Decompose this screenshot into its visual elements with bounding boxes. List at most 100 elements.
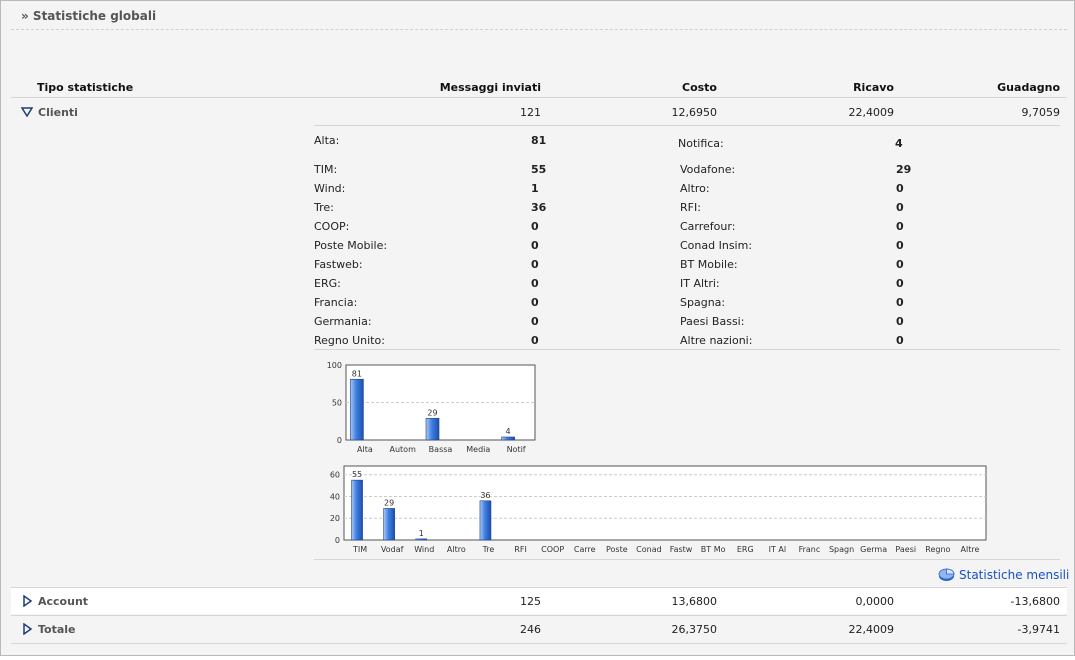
x-tick-label: Bassa [429, 445, 453, 454]
collapse-triangle-icon[interactable] [21, 106, 33, 118]
bar-notif [501, 436, 515, 441]
priority-label-alta: Alta: [314, 134, 340, 147]
row-label[interactable]: Account [38, 595, 89, 608]
op-value: 0 [896, 258, 904, 271]
header-messaggi: Messaggi inviati [439, 81, 541, 94]
bar-tim [351, 479, 363, 541]
table-row-totale[interactable]: Totale 246 26,3750 22,4009 -3,9741 [11, 616, 1067, 642]
op-label: Germania: [314, 315, 372, 328]
header-ricavo: Ricavo [853, 81, 894, 94]
op-label: Altre nazioni: [680, 334, 753, 347]
y-tick-label: 20 [330, 514, 340, 523]
plot-area [343, 465, 987, 541]
bar-vodaf [383, 508, 395, 541]
x-tick-label: Tre [482, 545, 495, 554]
x-tick-label: ERG [737, 545, 754, 554]
x-tick-label: Alta [357, 445, 373, 454]
op-value: 0 [531, 239, 539, 252]
operators-bar-chart: 0 20 40 60 55 TIM 29 Vodaf 1 Wind Altro 36 Tre RFI COO… [330, 465, 987, 554]
y-tick-label: 50 [332, 399, 342, 408]
op-label: Conad Insim: [680, 239, 753, 252]
x-tick-label: Notif [507, 445, 526, 454]
op-label: TIM: [314, 163, 338, 176]
x-tick-label: Altro [447, 545, 466, 554]
op-label: Altro: [680, 182, 710, 195]
bar-wind [415, 538, 428, 541]
row-costo: 12,6950 [671, 106, 718, 119]
data-label: 29 [427, 408, 437, 417]
monthly-stats-label[interactable]: Statistiche mensili [959, 567, 1070, 582]
row-messaggi: 246 [520, 623, 541, 636]
op-value: 0 [531, 315, 539, 328]
x-tick-label: TIM [352, 545, 367, 554]
x-tick-label: Germa [860, 545, 887, 554]
priority-bar-chart: 0 50 100 81 Alta Autom 29 Bassa Media 4 Notif [327, 361, 536, 454]
op-value: 0 [531, 220, 539, 233]
detail-divider [314, 349, 1060, 350]
header-costo: Costo [682, 81, 717, 94]
x-tick-label: Paesi [895, 545, 916, 554]
row-ricavo: 0,0000 [855, 595, 895, 608]
row-costo: 13,6800 [671, 595, 718, 608]
x-tick-label: Carre [574, 545, 596, 554]
op-value: 0 [531, 296, 539, 309]
op-value: 0 [531, 258, 539, 271]
y-tick-label: 40 [330, 492, 340, 501]
header-tipo: Tipo statistiche [37, 81, 134, 94]
op-label: Regno Unito: [314, 334, 385, 347]
op-label: ERG: [314, 277, 341, 290]
x-tick-label: IT Al [769, 545, 786, 554]
op-value: 0 [531, 334, 539, 347]
x-tick-label: Wind [414, 545, 434, 554]
op-label: Spagna: [680, 296, 726, 309]
data-label: 36 [480, 491, 490, 500]
op-value: 1 [531, 182, 539, 195]
data-label: 1 [419, 529, 424, 538]
op-label: Wind: [314, 182, 346, 195]
row-messaggi: 125 [520, 595, 541, 608]
x-tick-label: RFI [514, 545, 527, 554]
x-tick-label: Regno [925, 545, 950, 554]
table-row-clienti[interactable]: Clienti 121 12,6950 22,4009 9,7059 [11, 99, 1067, 125]
monthly-stats-link[interactable]: Statistiche mensili [938, 567, 1069, 582]
row-ricavo: 22,4009 [848, 623, 895, 636]
row-guadagno: -13,6800 [1010, 595, 1060, 608]
x-tick-label: COOP [541, 545, 564, 554]
op-label: RFI: [680, 201, 701, 214]
y-tick-label: 0 [337, 436, 342, 445]
op-label: Tre: [314, 201, 334, 214]
op-value: 0 [896, 220, 904, 233]
row-divider [11, 615, 1067, 616]
row-label[interactable]: Totale [38, 623, 76, 636]
op-label: Poste Mobile: [314, 239, 388, 252]
op-value: 0 [896, 277, 904, 290]
header-guadagno: Guadagno [997, 81, 1060, 94]
bar-alta [350, 378, 364, 441]
table-row-account[interactable]: Account 125 13,6800 0,0000 -13,6800 [11, 588, 1067, 614]
data-label: 81 [352, 369, 362, 378]
detail-divider [314, 559, 1060, 560]
x-tick-label: Autom [390, 445, 417, 454]
pie-chart-icon [938, 568, 955, 581]
x-tick-label: Fastw [670, 545, 693, 554]
row-label[interactable]: Clienti [38, 106, 78, 119]
page-title: » Statistiche globali [21, 9, 157, 23]
expand-triangle-icon[interactable] [21, 595, 33, 607]
op-value: 0 [896, 334, 904, 347]
y-tick-label: 0 [335, 536, 340, 545]
detail-divider [314, 125, 1060, 126]
op-value: 0 [896, 296, 904, 309]
op-value: 29 [896, 163, 912, 176]
op-label: Carrefour: [680, 220, 736, 233]
op-label: Francia: [314, 296, 358, 309]
op-label: IT Altri: [680, 277, 720, 290]
op-value: 55 [531, 163, 547, 176]
row-divider [11, 587, 1067, 588]
op-value: 36 [531, 201, 547, 214]
row-costo: 26,3750 [671, 623, 718, 636]
expand-triangle-icon[interactable] [21, 623, 33, 635]
op-label: Paesi Bassi: [680, 315, 745, 328]
row-messaggi: 121 [520, 106, 541, 119]
priority-label-notifica: Notifica: [678, 137, 724, 150]
